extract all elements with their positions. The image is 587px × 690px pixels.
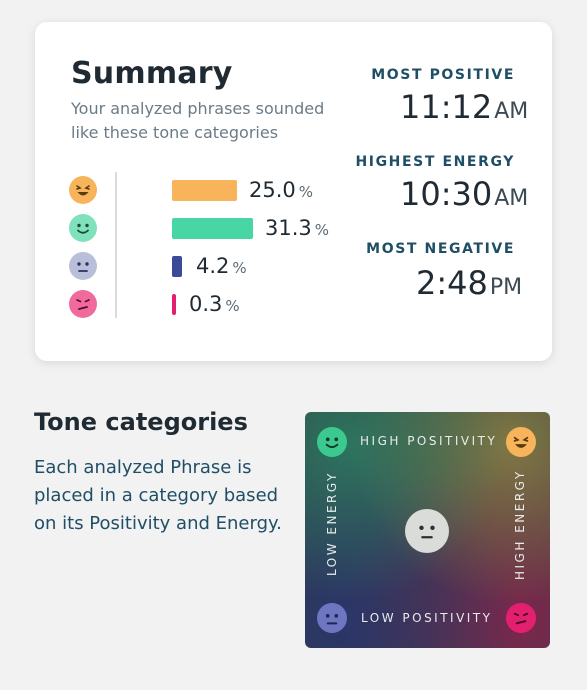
highest-energy-time: 10:30AM (400, 175, 528, 213)
high-energy-label: HIGH ENERGY (513, 469, 527, 580)
most-negative-time: 2:48PM (416, 264, 522, 302)
most-negative-label: MOST NEGATIVE (366, 241, 515, 257)
stat-time-value: 11:12 (400, 88, 492, 126)
stat-time-value: 2:48 (416, 264, 488, 302)
tone-categories-description: Each analyzed Phrase is placed in a cate… (34, 454, 289, 538)
stat-time-value: 10:30 (400, 175, 492, 213)
neutral-sad-face-icon (69, 252, 97, 280)
smile-face-icon (69, 214, 97, 242)
stat-ampm: AM (494, 186, 528, 211)
high-positivity-label: HIGH POSITIVITY (360, 434, 497, 448)
summary-title: Summary (71, 56, 232, 91)
low-energy-label: LOW ENERGY (325, 471, 339, 576)
most-positive-label: MOST POSITIVE (371, 67, 515, 83)
tone-category-grid: HIGH POSITIVITY LOW POSITIVITY LOW ENERG… (305, 412, 550, 648)
annoyed-face-icon (506, 603, 536, 633)
tone-unit: % (299, 183, 313, 201)
tone-bar (172, 218, 253, 239)
tone-unit: % (315, 221, 329, 239)
tone-percentage: 25.0% (249, 178, 313, 202)
happy-high-energy-face-icon (506, 427, 536, 457)
stat-ampm: PM (490, 275, 522, 300)
tone-bar (172, 180, 237, 201)
tone-percentage: 0.3% (189, 292, 240, 316)
tone-percentage: 4.2% (196, 254, 247, 278)
tone-unit: % (225, 297, 239, 315)
tone-percentage: 31.3% (265, 216, 329, 240)
most-positive-time: 11:12AM (400, 88, 528, 126)
neutral-sad-face-icon (317, 603, 347, 633)
tone-categories-title: Tone categories (34, 408, 248, 436)
tone-list-divider (115, 172, 117, 318)
smile-face-icon (317, 427, 347, 457)
annoyed-face-icon (69, 290, 97, 318)
stat-ampm: AM (494, 99, 528, 124)
tone-unit: % (232, 259, 246, 277)
tone-value: 31.3 (265, 216, 312, 240)
tone-value: 4.2 (196, 254, 229, 278)
neutral-face-icon (405, 509, 449, 553)
low-positivity-label: LOW POSITIVITY (361, 611, 493, 625)
summary-subtitle: Your analyzed phrases sounded like these… (71, 97, 351, 145)
happy-high-energy-face-icon (69, 176, 97, 204)
summary-card: Summary Your analyzed phrases sounded li… (35, 22, 552, 361)
tone-bar (172, 256, 182, 277)
tone-value: 0.3 (189, 292, 222, 316)
tone-value: 25.0 (249, 178, 296, 202)
tone-bar (172, 294, 176, 315)
highest-energy-label: HIGHEST ENERGY (355, 154, 515, 170)
